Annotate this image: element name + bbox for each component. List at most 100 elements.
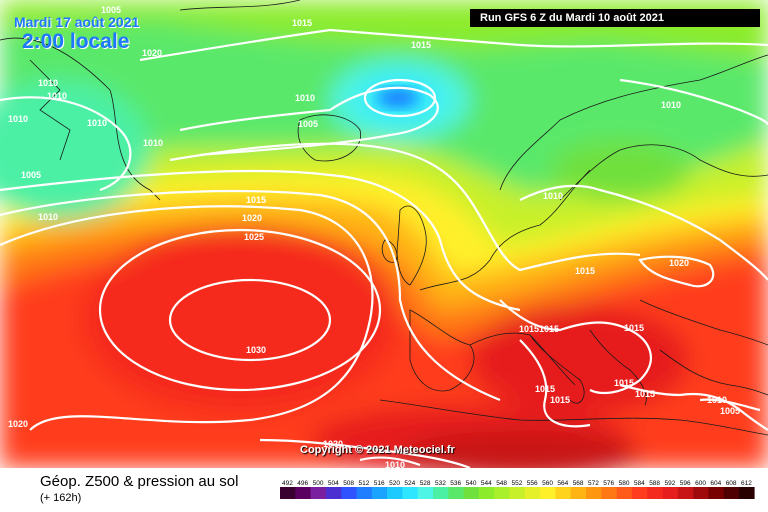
legend-swatch [708,487,724,499]
color-legend: 492 496 500 504 508 512 516 520 524 528 532 536 540 5… [280,480,755,499]
forecast-time: 2:00 locale [22,30,130,53]
isobar-label-1005-east: 1005 [720,406,740,416]
legend-value: 604 [710,480,721,487]
map-title: Géop. Z500 & pression au sol [40,473,239,490]
isobar-label-1010-a: 1010 [38,78,58,88]
legend-value: 584 [634,480,645,487]
legend-value: 536 [450,480,461,487]
legend-value: 548 [496,480,507,487]
legend-value: 600 [695,480,706,487]
forecast-date: Mardi 17 août 2021 [14,14,140,30]
legend-value: 492 [282,480,293,487]
isobar-label-1010-norway: 1010 [543,191,563,201]
isobar-label-1010-east: 1010 [707,395,727,405]
legend-swatch [325,487,342,499]
isobar-label-1010-africa: 1010 [385,460,405,468]
legend-swatch [540,487,556,499]
isobar-label-1015-greenland: 1015 [292,18,312,28]
isobar-label-1015-med-a: 1015 [535,384,555,394]
isobar-label-1010-f: 1010 [295,93,315,103]
legend-swatch [280,487,296,499]
legend-value: 500 [313,480,324,487]
legend-swatch [341,487,357,499]
isobar-label-1030-high: 1030 [246,345,266,355]
isobar-label-1015-north: 1015 [411,40,431,50]
isobar-label-1020-atlantic: 1020 [242,213,262,223]
legend-value: 592 [665,480,676,487]
legend-swatch [723,487,740,499]
legend-value: 608 [726,480,737,487]
isobar-label-1015-greece: 1015 [614,378,634,388]
isobar-label-1025-atlantic: 1025 [244,232,264,242]
legend-swatch [693,487,709,499]
isobar-label-1010-scandinavia: 1010 [661,100,681,110]
legend-swatch [739,487,755,499]
isobar-label-1010-d: 1010 [87,118,107,128]
isobar-label-1015-atlantic: 1015 [246,195,266,205]
legend-swatch [509,487,526,499]
legend-value: 508 [343,480,354,487]
legend-swatch [662,487,679,499]
forecast-hour: (+ 162h) [40,492,82,504]
isobar-label-1010-b: 1010 [47,91,67,101]
isobar-label-1015-turkey: 1015 [635,389,655,399]
run-info: Run GFS 6 Z du Mardi 10 août 2021 [470,9,760,27]
legend-value: 516 [374,480,385,487]
legend-swatch [417,487,434,499]
legend-value: 524 [404,480,415,487]
legend-value: 588 [649,480,660,487]
legend-swatch [631,487,648,499]
isobar-labels: 1005 1020 1015 1015 1010 1010 1010 1010 … [8,5,740,468]
legend-value: 564 [557,480,568,487]
legend-swatch [677,487,694,499]
legend-swatch [601,487,617,499]
legend-swatch [463,487,480,499]
legend-value: 504 [328,480,339,487]
coastlines [0,0,768,436]
isobar-lines [0,28,768,468]
legend-swatch [616,487,633,499]
legend-value: 540 [466,480,477,487]
legend-swatch [356,487,373,499]
legend-value: 544 [481,480,492,487]
legend-value: 496 [297,480,308,487]
isobar-label-1005-topleft: 1005 [101,5,121,15]
legend-value: 532 [435,480,446,487]
isobar-label-1020-sw: 1020 [8,419,28,429]
legend-value: 576 [603,480,614,487]
isobar-label-1015-italy-a: 1015 [519,324,539,334]
isobar-label-1020-east: 1020 [669,258,689,268]
isobar-label-1010-c: 1010 [8,114,28,124]
isobar-label-1010-e: 1010 [143,138,163,148]
isobar-label-1015-balkans: 1015 [624,323,644,333]
legend-swatch [555,487,571,499]
legend-value: 580 [619,480,630,487]
low-pressure-core [376,87,420,109]
isobar-label-1020-topleft: 1020 [142,48,162,58]
legend-value: 528 [420,480,431,487]
legend-swatch [586,487,602,499]
isobar-label-1015-med-b: 1015 [550,395,570,405]
map-canvas: 1005 1020 1015 1015 1010 1010 1010 1010 … [0,0,768,468]
legend-value: 556 [527,480,538,487]
legend-value: 612 [741,480,752,487]
legend-value: 520 [389,480,400,487]
legend-value: 552 [512,480,523,487]
legend-swatch [647,487,663,499]
legend-swatch [310,487,327,499]
isobar-label-1005-iceland: 1005 [298,119,318,129]
isobar-label-1015-central-europe: 1015 [575,266,595,276]
legend-value: 560 [542,480,553,487]
legend-value: 596 [680,480,691,487]
legend-swatch [494,487,510,499]
legend-swatch [402,487,418,499]
legend-value: 512 [359,480,370,487]
isobar-label-1010-west: 1010 [38,212,58,222]
copyright: Copyright © 2021 Meteociel.fr [300,444,455,456]
legend-swatch [371,487,388,499]
isobar-label-1005-west: 1005 [21,170,41,180]
legend-swatch [570,487,587,499]
isobar-label-1015-italy-b: 1015 [539,324,559,334]
legend-swatch [387,487,403,499]
